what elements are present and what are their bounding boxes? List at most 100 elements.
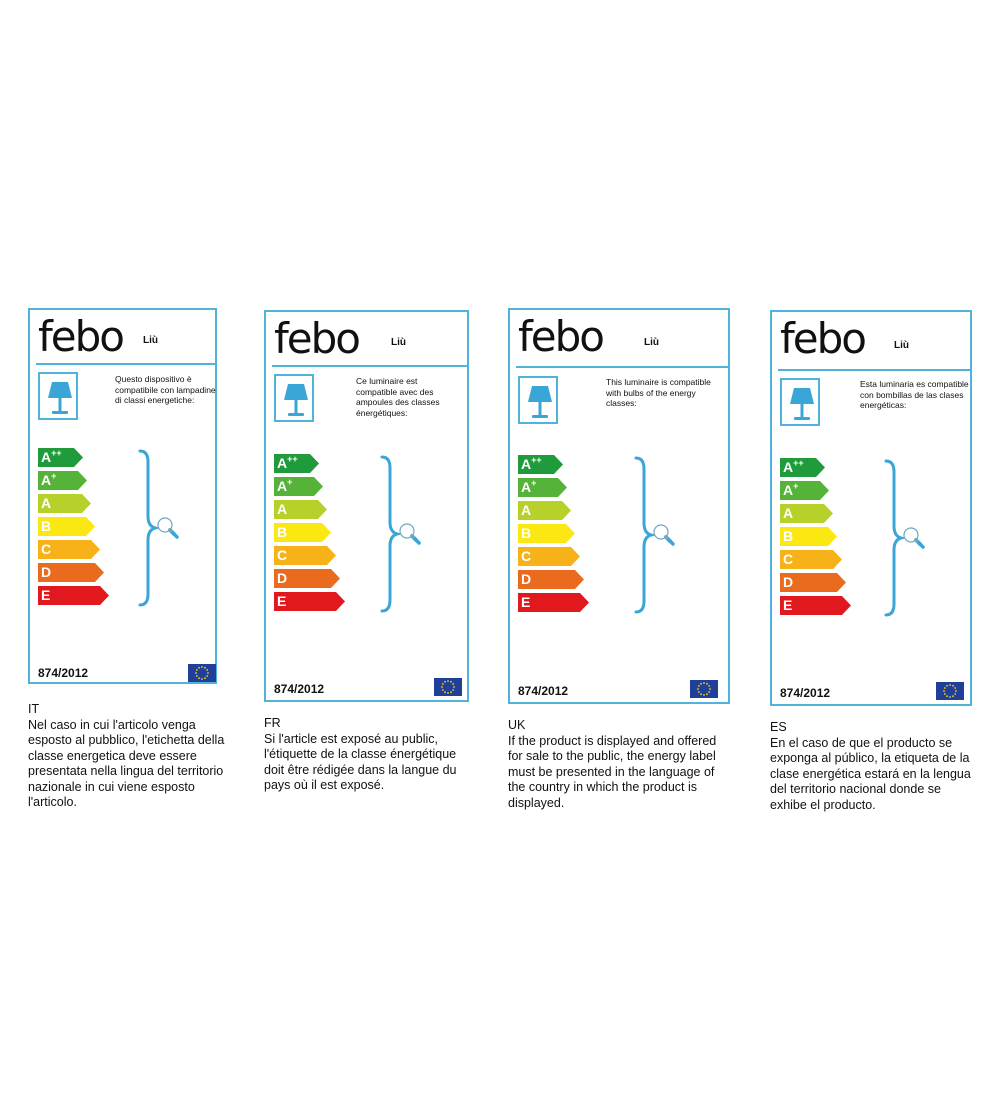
lamp-icon (518, 376, 558, 424)
lamp-icon (38, 372, 78, 420)
energy-class-e: E (38, 586, 110, 605)
caption: ES En el caso de que el producto se expo… (770, 720, 975, 813)
energy-label-card: febo Liù Questo dispositivo è compatibil… (28, 308, 217, 684)
energy-class-a-plus: A+ (274, 477, 324, 496)
brand-logo: febo (780, 314, 867, 363)
energy-class-e: E (274, 592, 346, 611)
bracket-bulb-icon (136, 448, 186, 613)
energy-class-letter: B (277, 524, 288, 540)
eu-flag-icon (434, 678, 462, 696)
energy-class-letter: A++ (521, 455, 542, 473)
brand-logo: febo (38, 312, 125, 361)
energy-class-letter: A+ (41, 471, 57, 489)
compatibility-text: Ce luminaire est compatible avec des amp… (356, 376, 440, 418)
caption-text: If the product is displayed and offered … (508, 733, 717, 810)
energy-label-card: febo Liù Esta luminaria es compatible co… (770, 310, 972, 706)
energy-class-d: D (274, 569, 341, 588)
energy-class-letter: A (41, 495, 52, 511)
energy-class-letter: E (41, 587, 51, 603)
eu-flag-icon (936, 682, 964, 700)
energy-class-letter: E (521, 594, 531, 610)
language-code: FR (264, 716, 281, 730)
regulation-number: 874/2012 (38, 666, 89, 680)
divider (778, 369, 972, 371)
divider (272, 365, 469, 367)
energy-class-letter: D (277, 570, 288, 586)
energy-class-b: B (518, 524, 576, 543)
energy-class-c: C (274, 546, 337, 565)
energy-class-letter: E (277, 593, 287, 609)
caption-text: Nel caso in cui l'articolo venga esposto… (28, 717, 225, 810)
energy-class-a: A (274, 500, 328, 519)
energy-class-letter: D (783, 574, 794, 590)
caption-text: En el caso de que el producto se exponga… (770, 735, 971, 812)
energy-class-a: A (38, 494, 92, 513)
language-code: UK (508, 718, 526, 732)
caption: UK If the product is displayed and offer… (508, 718, 730, 811)
energy-class-letter: B (521, 525, 532, 541)
lamp-icon (274, 374, 314, 422)
energy-class-a-plus-plus: A++ (274, 454, 320, 473)
caption: IT Nel caso in cui l'articolo venga espo… (28, 702, 228, 811)
energy-class-letter: A (521, 502, 532, 518)
lamp-icon (780, 378, 820, 426)
energy-class-letter: A+ (277, 477, 293, 495)
energy-class-c: C (38, 540, 101, 559)
energy-class-letter: D (41, 564, 52, 580)
energy-class-letter: A (783, 505, 794, 521)
energy-class-letter: A+ (521, 478, 537, 496)
caption-text: Si l'article est exposé au public, l'éti… (264, 731, 457, 793)
model-name: Liù (391, 337, 406, 348)
energy-class-a-plus: A+ (780, 481, 830, 500)
model-name: Liù (894, 340, 909, 351)
energy-class-b: B (38, 517, 96, 536)
language-code: ES (770, 720, 787, 734)
bracket-bulb-icon (378, 454, 428, 619)
energy-class-b: B (780, 527, 838, 546)
energy-class-letter: E (783, 597, 793, 613)
compatibility-text: Esta luminaria es compatible con bombill… (860, 379, 969, 410)
energy-class-a-plus: A+ (38, 471, 88, 490)
energy-class-letter: A++ (41, 448, 62, 466)
energy-class-letter: C (277, 547, 288, 563)
energy-class-a-plus-plus: A++ (780, 458, 826, 477)
divider (36, 363, 217, 365)
brand-logo: febo (274, 314, 361, 363)
compatibility-text: Questo dispositivo è compatibile con lam… (115, 374, 216, 405)
energy-label-card: febo Liù Ce luminaire est compatible ave… (264, 310, 469, 702)
regulation-number: 874/2012 (780, 686, 831, 700)
energy-class-a: A (780, 504, 834, 523)
energy-class-letter: B (783, 528, 794, 544)
model-name: Liù (644, 337, 659, 348)
energy-class-letter: D (521, 571, 532, 587)
regulation-number: 874/2012 (274, 682, 325, 696)
eu-flag-icon (188, 664, 216, 682)
energy-class-letter: A++ (783, 458, 804, 476)
energy-class-c: C (518, 547, 581, 566)
bracket-bulb-icon (632, 455, 682, 620)
energy-class-b: B (274, 523, 332, 542)
bracket-bulb-icon (882, 458, 932, 623)
eu-flag-icon (690, 680, 718, 698)
brand-logo: febo (518, 312, 605, 361)
energy-class-letter: C (41, 541, 52, 557)
energy-class-a-plus: A+ (518, 478, 568, 497)
energy-class-d: D (518, 570, 585, 589)
energy-class-a-plus-plus: A++ (38, 448, 84, 467)
energy-class-e: E (518, 593, 590, 612)
energy-class-letter: A+ (783, 481, 799, 499)
regulation-number: 874/2012 (518, 684, 569, 698)
energy-label-card: febo Liù This luminaire is compatible wi… (508, 308, 730, 704)
energy-class-a-plus-plus: A++ (518, 455, 564, 474)
language-code: IT (28, 702, 40, 716)
caption: FR Si l'article est exposé au public, l'… (264, 716, 474, 794)
energy-class-letter: C (783, 551, 794, 567)
energy-class-d: D (780, 573, 847, 592)
divider (516, 366, 730, 368)
energy-class-letter: B (41, 518, 52, 534)
energy-class-letter: C (521, 548, 532, 564)
energy-class-letter: A (277, 501, 288, 517)
energy-class-c: C (780, 550, 843, 569)
model-name: Liù (143, 335, 158, 346)
energy-class-letter: A++ (277, 454, 298, 472)
